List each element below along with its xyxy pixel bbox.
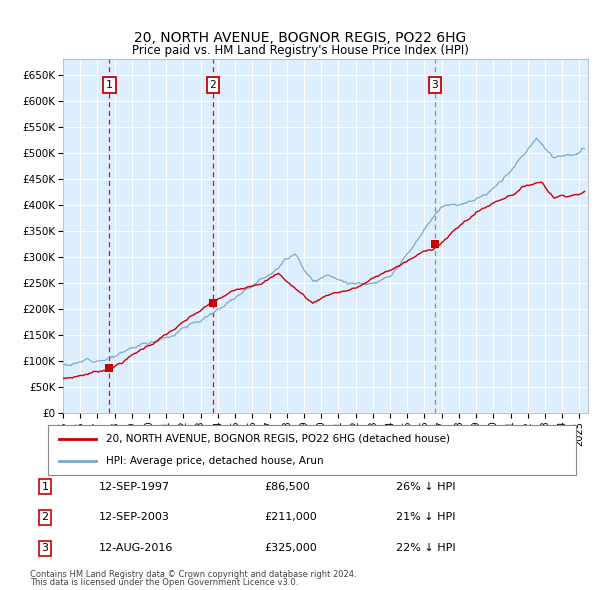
Text: £325,000: £325,000 bbox=[264, 543, 317, 553]
Text: Contains HM Land Registry data © Crown copyright and database right 2024.: Contains HM Land Registry data © Crown c… bbox=[30, 570, 356, 579]
Text: HPI: Average price, detached house, Arun: HPI: Average price, detached house, Arun bbox=[106, 456, 324, 466]
Text: 22% ↓ HPI: 22% ↓ HPI bbox=[396, 543, 455, 553]
Text: 20, NORTH AVENUE, BOGNOR REGIS, PO22 6HG (detached house): 20, NORTH AVENUE, BOGNOR REGIS, PO22 6HG… bbox=[106, 434, 450, 444]
Text: 2: 2 bbox=[209, 80, 216, 90]
FancyBboxPatch shape bbox=[48, 425, 576, 475]
Text: 3: 3 bbox=[431, 80, 438, 90]
Text: 12-SEP-2003: 12-SEP-2003 bbox=[99, 513, 170, 522]
Text: 12-SEP-1997: 12-SEP-1997 bbox=[99, 482, 170, 491]
Text: 21% ↓ HPI: 21% ↓ HPI bbox=[396, 513, 455, 522]
Text: This data is licensed under the Open Government Licence v3.0.: This data is licensed under the Open Gov… bbox=[30, 578, 298, 587]
Text: 20, NORTH AVENUE, BOGNOR REGIS, PO22 6HG: 20, NORTH AVENUE, BOGNOR REGIS, PO22 6HG bbox=[134, 31, 466, 45]
Text: £86,500: £86,500 bbox=[264, 482, 310, 491]
Text: 26% ↓ HPI: 26% ↓ HPI bbox=[396, 482, 455, 491]
Text: 3: 3 bbox=[41, 543, 49, 553]
Text: 2: 2 bbox=[41, 513, 49, 522]
Text: 1: 1 bbox=[106, 80, 113, 90]
Text: 1: 1 bbox=[41, 482, 49, 491]
Text: Price paid vs. HM Land Registry's House Price Index (HPI): Price paid vs. HM Land Registry's House … bbox=[131, 44, 469, 57]
Text: 12-AUG-2016: 12-AUG-2016 bbox=[99, 543, 173, 553]
Text: £211,000: £211,000 bbox=[264, 513, 317, 522]
